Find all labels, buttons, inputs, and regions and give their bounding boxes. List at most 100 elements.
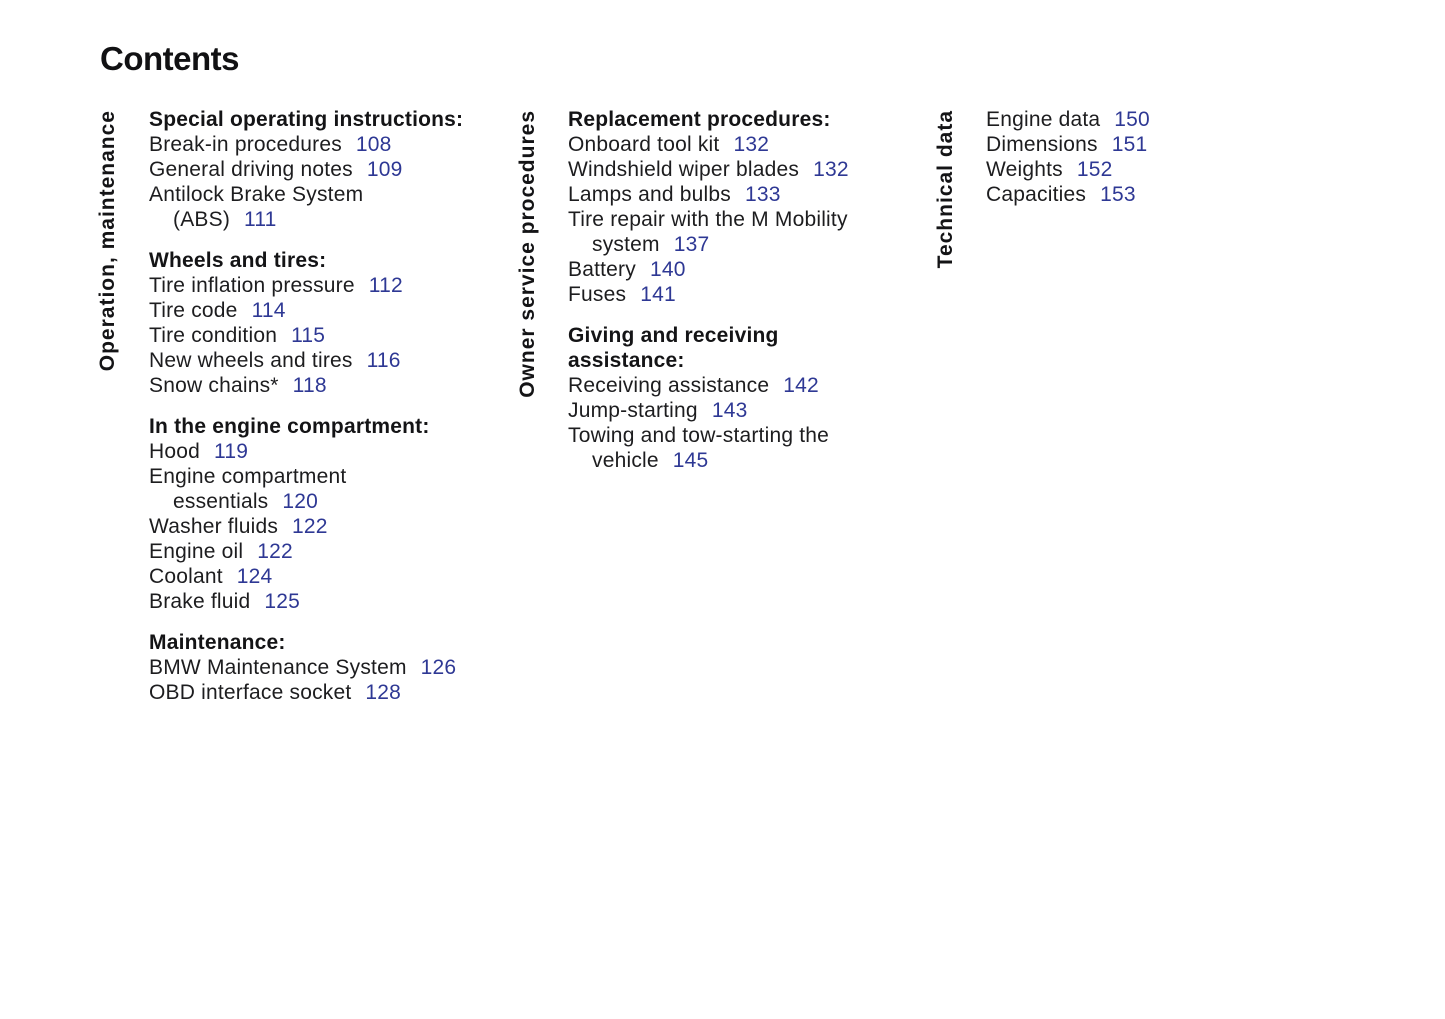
- toc-section-heading: Replacement procedures:: [568, 108, 831, 131]
- toc-page-number: 126: [420, 656, 457, 679]
- toc-entry: Antilock Brake System: [149, 182, 549, 207]
- toc-entry: Tire condition 115: [149, 323, 549, 348]
- toc-page-number: 108: [355, 133, 392, 156]
- toc-entry: Weights 152: [986, 157, 1316, 182]
- toc-entry: New wheels and tires 116: [149, 348, 549, 373]
- toc-section-heading: Special operating instructions:: [149, 108, 464, 131]
- toc-entry-title: Lamps and bulbs: [568, 183, 731, 206]
- toc-entry-title: Washer fluids: [149, 515, 279, 538]
- toc-entry-title: essentials: [173, 490, 269, 513]
- toc-page-number: 120: [282, 490, 319, 513]
- toc-page-number: 122: [292, 515, 328, 538]
- toc-section-heading: Wheels and tires:: [149, 249, 327, 272]
- toc-entry-title: Snow chains*: [149, 374, 279, 397]
- page-title: Contents: [100, 40, 240, 77]
- section-label-technical-data: Technical data: [934, 110, 957, 269]
- toc-entry: Lamps and bulbs 133: [568, 182, 948, 207]
- toc-entry-title: (ABS): [173, 208, 231, 231]
- toc-entry: Washer fluids 122: [149, 514, 549, 539]
- toc-entry-title: Brake fluid: [149, 590, 251, 613]
- toc-page-number: 122: [257, 540, 293, 563]
- toc-page-number: 141: [640, 283, 676, 306]
- toc-entry-title: Engine compartment: [149, 465, 347, 488]
- toc-entry-title: Hood: [149, 440, 201, 463]
- toc-page-number: 109: [366, 158, 403, 181]
- toc-section: Engine data 150 Dimensions 151 Weights 152 Cap…: [986, 107, 1316, 207]
- toc-page-number: 116: [366, 349, 401, 372]
- toc-page-number: 114: [251, 299, 286, 322]
- toc-section: Maintenance: BMW Maintenance System 126 OBD…: [149, 630, 549, 705]
- toc-page-number: 111: [244, 208, 277, 231]
- toc-section-heading: Giving and receiving: [568, 324, 779, 347]
- toc-column-owner-service-procedures: Replacement procedures: Onboard tool kit 1…: [568, 107, 948, 473]
- toc-page-number: 145: [672, 449, 709, 472]
- toc-page-number: 119: [214, 440, 249, 463]
- toc-entry: Tire inflation pressure 112: [149, 273, 549, 298]
- toc-page-number: 153: [1100, 183, 1136, 206]
- toc-page-number: 140: [649, 258, 686, 281]
- toc-section-heading: Maintenance:: [149, 631, 286, 654]
- toc-section: In the engine compartment: Hood 119 Engine …: [149, 414, 549, 614]
- toc-entry-title: Tire code: [149, 299, 238, 322]
- toc-page-number: 151: [1111, 133, 1148, 156]
- toc-entry: Receiving assistance 142: [568, 373, 948, 398]
- toc-entry-title: Coolant: [149, 565, 223, 588]
- toc-page-number: 132: [813, 158, 849, 181]
- toc-section: Wheels and tires: Tire inflation pressure…: [149, 248, 549, 398]
- toc-entry-title: vehicle: [592, 449, 659, 472]
- toc-entry-title: General driving notes: [149, 158, 353, 181]
- toc-entry: vehicle 145: [568, 448, 948, 473]
- toc-entry: BMW Maintenance System 126: [149, 655, 549, 680]
- toc-entry: General driving notes 109: [149, 157, 549, 182]
- toc-entry-title: Fuses: [568, 283, 627, 306]
- toc-page-number: 118: [292, 374, 327, 397]
- toc-section-heading: assistance:: [568, 349, 685, 372]
- toc-page-number: 152: [1076, 158, 1113, 181]
- toc-page-number: 142: [783, 374, 819, 397]
- toc-entry: Engine data 150: [986, 107, 1316, 132]
- toc-page-number: 115: [291, 324, 326, 347]
- toc-entry-title: Receiving assistance: [568, 374, 770, 397]
- toc-entry-title: Battery: [568, 258, 636, 281]
- toc-page-number: 133: [744, 183, 781, 206]
- toc-entry-title: Tire repair with the M Mobility: [568, 208, 848, 231]
- toc-entry-title: Engine oil: [149, 540, 244, 563]
- toc-entry-title: Antilock Brake System: [149, 183, 364, 206]
- toc-entry: Hood 119: [149, 439, 549, 464]
- toc-entry-title: BMW Maintenance System: [149, 656, 407, 679]
- toc-entry-title: Tire condition: [149, 324, 278, 347]
- toc-entry-title: Break-in procedures: [149, 133, 342, 156]
- toc-page-number: 143: [711, 399, 748, 422]
- toc-page-number: 137: [673, 233, 710, 256]
- toc-entry-title: New wheels and tires: [149, 349, 353, 372]
- toc-entry-title: Capacities: [986, 183, 1087, 206]
- toc-page-number: 112: [368, 274, 403, 297]
- toc-entry: Snow chains* 118: [149, 373, 549, 398]
- toc-entry: (ABS) 111: [149, 207, 549, 232]
- toc-entry: Tire repair with the M Mobility: [568, 207, 948, 232]
- toc-entry-title: system: [592, 233, 660, 256]
- toc-entry: Engine oil 122: [149, 539, 549, 564]
- section-label-owner-service-procedures: Owner service procedures: [516, 110, 539, 398]
- toc-entry: Jump-starting 143: [568, 398, 948, 423]
- toc-entry-title: Windshield wiper blades: [568, 158, 800, 181]
- toc-entry-title: OBD interface socket: [149, 681, 352, 704]
- toc-page-number: 150: [1114, 108, 1150, 131]
- toc-entry: Capacities 153: [986, 182, 1316, 207]
- toc-section: Special operating instructions: Break-in …: [149, 107, 549, 232]
- toc-entry: Engine compartment: [149, 464, 549, 489]
- toc-entry: Towing and tow-starting the: [568, 423, 948, 448]
- toc-entry-title: Jump-starting: [568, 399, 698, 422]
- toc-page-number: 125: [264, 590, 301, 613]
- toc-entry-title: Weights: [986, 158, 1063, 181]
- toc-entry-title: Engine data: [986, 108, 1101, 131]
- toc-section: Giving and receiving assistance: Receiving…: [568, 323, 948, 473]
- toc-entry-title: Dimensions: [986, 133, 1098, 156]
- toc-entry: essentials 120: [149, 489, 549, 514]
- toc-entry: Dimensions 151: [986, 132, 1316, 157]
- toc-entry-title: Tire inflation pressure: [149, 274, 355, 297]
- toc-entry: system 137: [568, 232, 948, 257]
- toc-entry: Battery 140: [568, 257, 948, 282]
- toc-entry-title: Towing and tow-starting the: [568, 424, 830, 447]
